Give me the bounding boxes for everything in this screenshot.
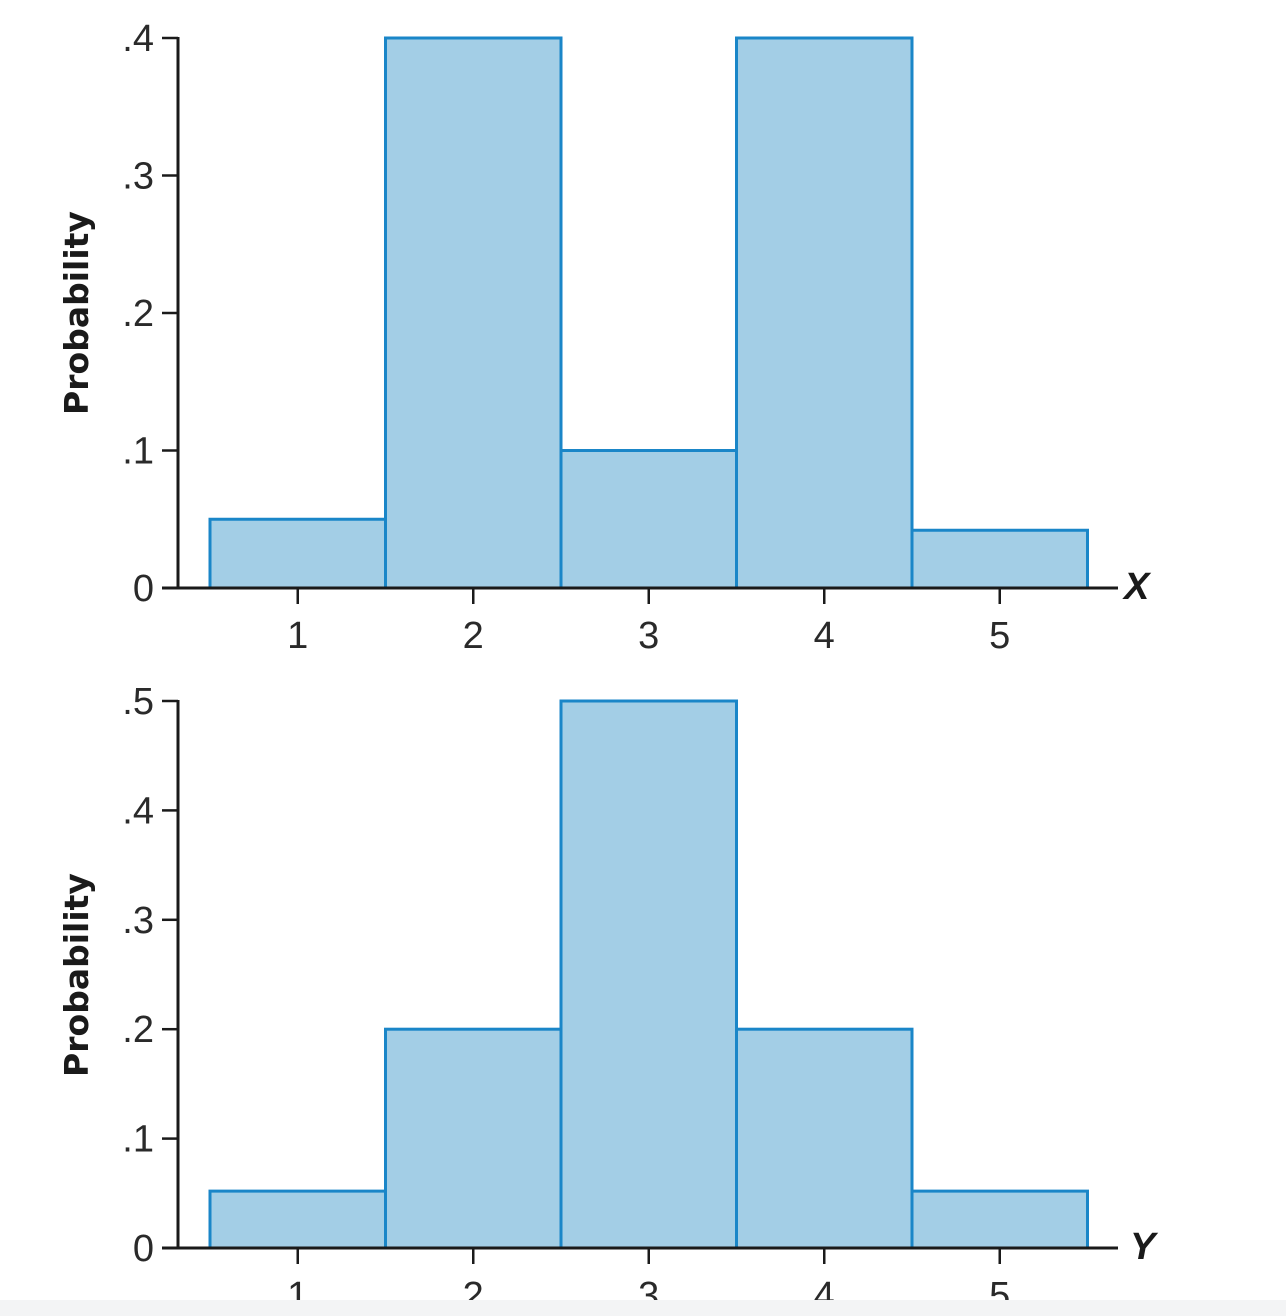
x-axis-variable-label: Y	[1130, 1226, 1159, 1268]
bar-4	[735, 1027, 914, 1250]
bar-5	[910, 1189, 1089, 1250]
bar-2	[384, 36, 563, 590]
y-axis-title: Probability	[57, 873, 96, 1077]
bar-1	[208, 1189, 387, 1250]
x-axis-variable-label: X	[1122, 566, 1152, 608]
x-tick-label: 4	[814, 615, 835, 657]
bar-2	[384, 1027, 563, 1250]
y-tick-label: .2	[122, 293, 154, 335]
x-tick-label: 2	[463, 615, 484, 657]
y-tick-label: .4	[122, 790, 154, 832]
bar-3	[559, 699, 738, 1250]
y-tick-label: .3	[122, 156, 154, 198]
x-tick-label: 3	[638, 615, 659, 657]
x-tick-label: 5	[989, 615, 1010, 657]
bottom-edge-strip	[0, 1300, 1286, 1316]
y-tick-label: .4	[122, 18, 154, 60]
chart-panel-1: 0 .1 .2 .3 .4 1 2 3 4 5 Probability X	[57, 18, 1152, 657]
x-tick-label: 1	[287, 615, 308, 657]
bar-3	[559, 449, 738, 590]
y-axis-title: Probability	[57, 211, 96, 415]
y-tick-label: .1	[122, 1119, 154, 1161]
y-tick-label: .2	[122, 1009, 154, 1051]
y-tick-label: .5	[122, 681, 154, 723]
bar-1	[208, 517, 387, 590]
bar-4	[735, 36, 914, 590]
y-tick-label: 0	[133, 568, 154, 610]
bar-5	[910, 528, 1089, 590]
y-tick-label: 0	[133, 1228, 154, 1270]
y-tick-label: .1	[122, 431, 154, 473]
y-tick-label: .3	[122, 900, 154, 942]
